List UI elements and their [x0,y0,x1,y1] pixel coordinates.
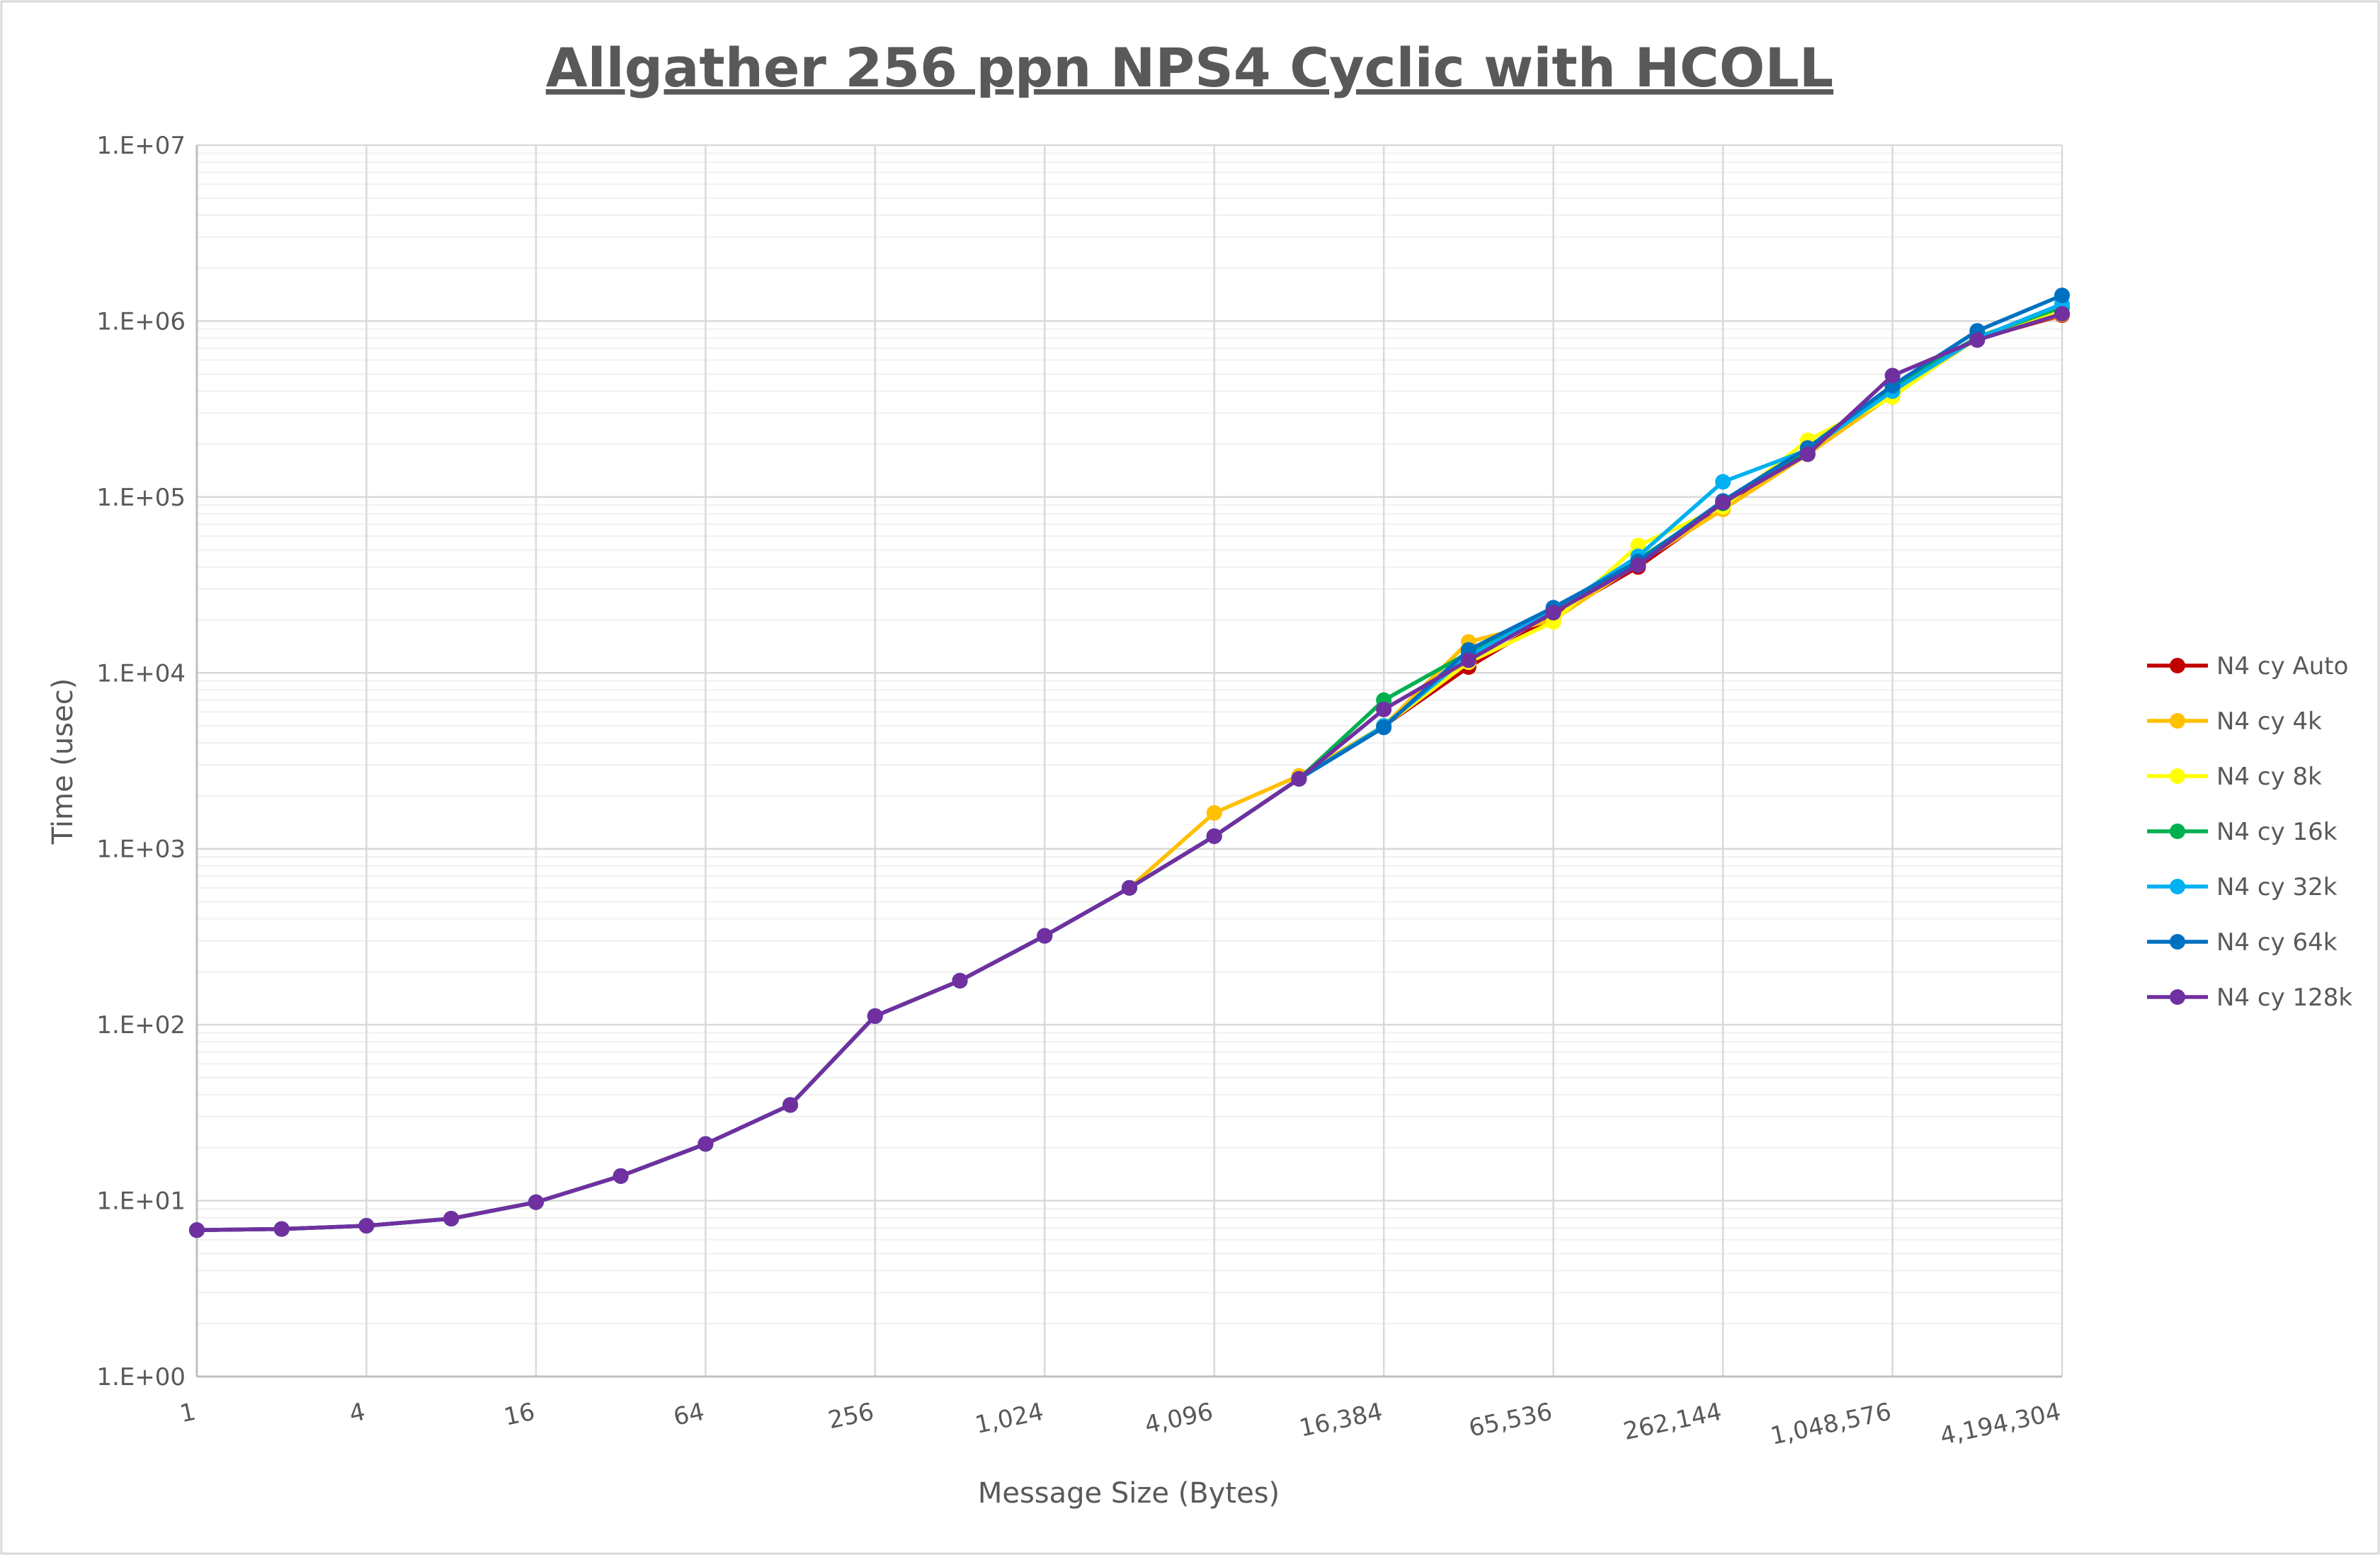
data-point [867,1008,883,1024]
legend-item: N4 cy 32k [2147,873,2338,901]
y-tick-label: 1.E+01 [96,1187,186,1216]
data-point [1630,537,1646,554]
x-tick-label: 64 [671,1398,707,1432]
data-point [1460,652,1476,668]
data-point [358,1218,375,1234]
data-point [1037,928,1053,944]
data-point [782,1097,799,1113]
y-tick-label: 1.E+00 [96,1363,186,1391]
legend-item: N4 cy 16k [2147,818,2338,846]
y-axis-title: Time (usec) [47,678,79,845]
data-point [1291,770,1307,787]
data-point [613,1168,629,1184]
data-point [1630,557,1646,574]
data-point [1799,446,1816,462]
grid-layer [195,144,2063,1378]
data-point [2054,306,2070,322]
data-point [1122,879,1137,896]
axis-layer: 1.E+00 1.E+01 1.E+02 1.E+03 1.E+04 1.E+05 1.E+… [96,132,2063,1451]
y-tick-label: 1.E+06 [96,307,186,336]
legend-swatch-marker [2170,879,2185,894]
legend-label: N4 cy Auto [2216,652,2348,680]
legend-item: N4 cy 4k [2147,707,2322,736]
legend-label: N4 cy 32k [2216,873,2338,901]
legend-swatch-marker [2170,768,2185,784]
x-tick-label: 16 [501,1398,537,1432]
y-tick-label: 1.E+04 [96,659,186,688]
series-layer [189,287,2070,1238]
legend-swatch-marker [2170,934,2185,950]
data-point [698,1136,714,1152]
series-n4-cy-128k [189,306,2070,1238]
data-point [1969,332,1986,348]
legend-item: N4 cy 64k [2147,928,2338,957]
legend-label: N4 cy 16k [2216,818,2338,846]
data-point [273,1221,290,1237]
data-point [1206,805,1222,821]
legend: N4 cy Auto N4 cy 4k N4 cy 8k N4 cy 16k N4 cy… [2147,652,2352,1012]
legend-label: N4 cy 128k [2216,984,2352,1012]
data-point [952,972,968,989]
legend-swatch-marker [2170,824,2185,839]
y-tick-label: 1.E+07 [96,132,186,160]
legend-swatch-marker [2170,658,2185,673]
data-point [1376,701,1392,717]
y-tick-label: 1.E+05 [96,484,186,512]
data-point [1715,474,1731,490]
data-point [528,1194,544,1210]
data-point [2054,287,2070,304]
legend-item: N4 cy Auto [2147,652,2348,680]
y-tick-label: 1.E+02 [96,1011,186,1039]
data-point [1206,828,1222,844]
legend-item: N4 cy 128k [2147,984,2352,1012]
legend-label: N4 cy 64k [2216,928,2338,957]
legend-swatch-marker [2170,989,2185,1005]
legend-label: N4 cy 4k [2216,707,2322,736]
data-point [1545,605,1561,621]
data-point [189,1222,205,1238]
data-point [443,1211,460,1227]
y-tick-label: 1.E+03 [96,836,186,864]
data-point [1376,719,1392,736]
chart-title: Allgather 256 ppn NPS4 Cyclic with HCOLL [546,36,1833,99]
legend-item: N4 cy 8k [2147,763,2322,791]
data-point [1715,494,1731,511]
data-point [1884,368,1901,384]
x-axis-title: Message Size (Bytes) [978,1477,1280,1510]
legend-label: N4 cy 8k [2216,763,2322,791]
legend-swatch-marker [2170,713,2185,729]
